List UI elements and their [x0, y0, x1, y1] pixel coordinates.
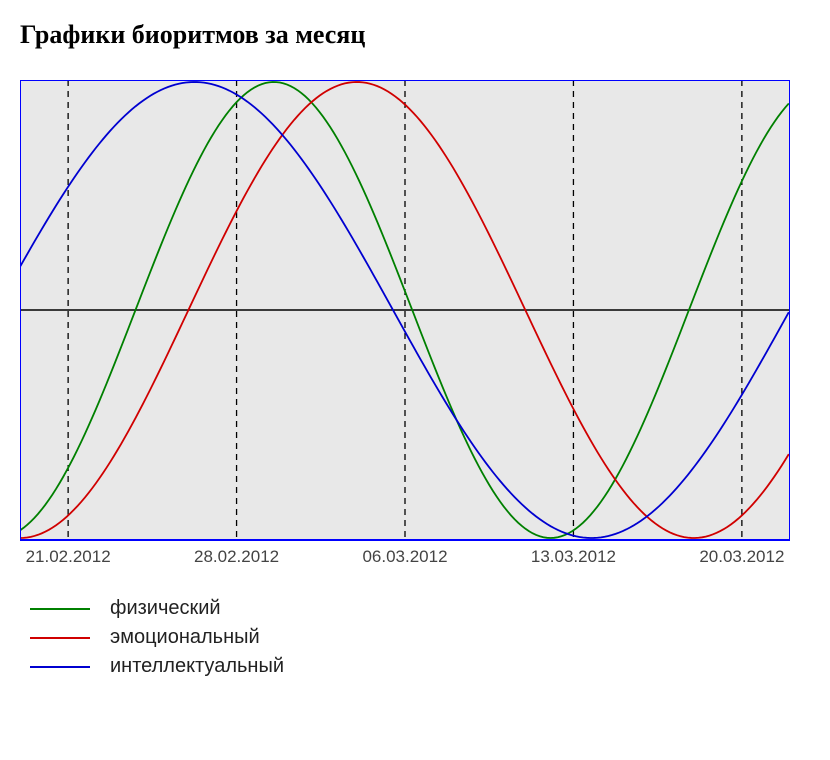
svg-text:20.03.2012: 20.03.2012: [699, 547, 784, 566]
legend-label-intellectual: интеллектуальный: [110, 655, 284, 678]
legend-swatch-intellectual: [30, 666, 90, 668]
svg-text:13.03.2012: 13.03.2012: [531, 547, 616, 566]
chart-title: Графики биоритмов за месяц: [20, 20, 810, 50]
legend-item-emotional: эмоциональный: [20, 626, 810, 649]
chart-area: 21.02.2012 28.02.2012 06.03.2012 13.03.2012…: [20, 80, 810, 577]
legend-label-emotional: эмоциональный: [110, 626, 260, 649]
legend: физический эмоциональный интеллектуальный: [20, 597, 810, 678]
legend-swatch-emotional: [30, 637, 90, 639]
svg-text:21.02.2012: 21.02.2012: [26, 547, 111, 566]
legend-item-intellectual: интеллектуальный: [20, 655, 810, 678]
legend-swatch-physical: [30, 608, 90, 610]
svg-text:28.02.2012: 28.02.2012: [194, 547, 279, 566]
svg-text:06.03.2012: 06.03.2012: [362, 547, 447, 566]
legend-item-physical: физический: [20, 597, 810, 620]
legend-label-physical: физический: [110, 597, 221, 620]
biorhythm-chart: 21.02.2012 28.02.2012 06.03.2012 13.03.2012…: [20, 80, 790, 572]
